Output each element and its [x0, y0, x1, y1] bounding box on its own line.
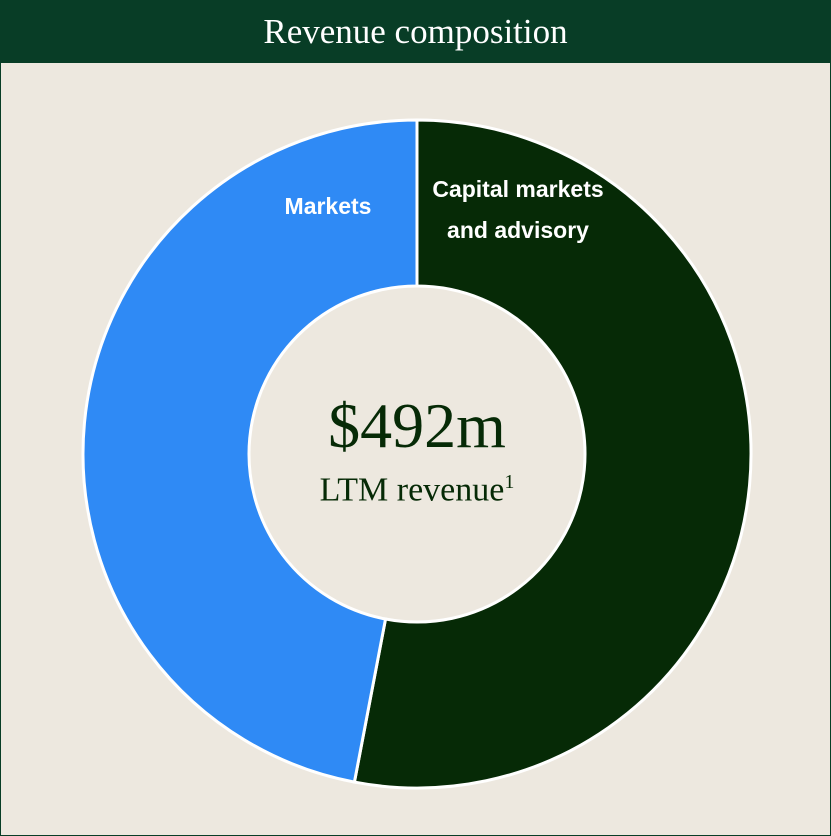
- center-value: $492m: [328, 390, 506, 461]
- segment-label: Markets: [284, 193, 372, 219]
- segment-label: Capital markets and advisory: [432, 176, 604, 243]
- footnote: 1: [504, 471, 515, 493]
- center-label: LTM revenue: [319, 471, 505, 509]
- donut-segment: [81, 118, 419, 784]
- donut-segment: [352, 118, 753, 790]
- chart-title: Revenue composition: [1, 1, 830, 63]
- center-label-wrap: LTM revenue1: [251, 471, 583, 509]
